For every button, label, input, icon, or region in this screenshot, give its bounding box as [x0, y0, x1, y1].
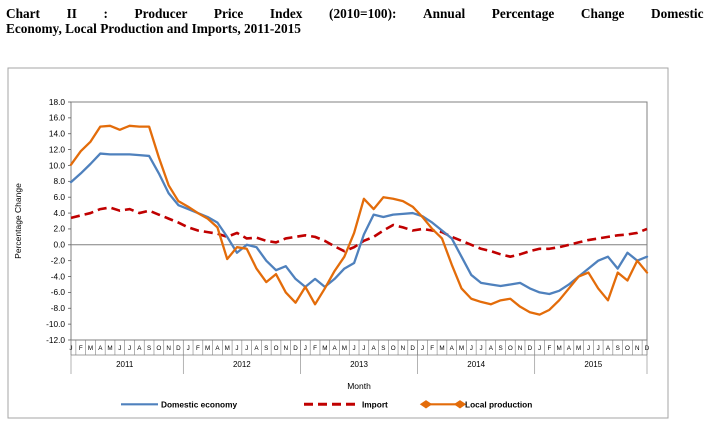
svg-text:O: O: [391, 345, 396, 352]
svg-text:2011: 2011: [116, 360, 134, 369]
svg-text:A: A: [372, 345, 377, 352]
svg-text:Percentage Change: Percentage Change: [13, 183, 23, 259]
svg-text:M: M: [439, 345, 444, 352]
svg-text:A: A: [450, 345, 455, 352]
svg-text:F: F: [313, 345, 317, 352]
svg-text:-10.0: -10.0: [46, 319, 65, 329]
svg-text:N: N: [166, 345, 171, 352]
svg-text:6.0: 6.0: [53, 192, 65, 202]
svg-text:A: A: [254, 345, 259, 352]
svg-text:J: J: [128, 345, 131, 352]
svg-text:-8.0: -8.0: [51, 303, 66, 313]
svg-text:J: J: [235, 345, 238, 352]
svg-text:2012: 2012: [233, 360, 251, 369]
svg-text:F: F: [430, 345, 434, 352]
svg-text:O: O: [156, 345, 161, 352]
svg-text:J: J: [587, 345, 590, 352]
svg-text:S: S: [381, 345, 385, 352]
svg-text:F: F: [196, 345, 200, 352]
svg-text:M: M: [459, 345, 464, 352]
svg-text:M: M: [322, 345, 327, 352]
svg-text:D: D: [410, 345, 415, 352]
svg-text:16.0: 16.0: [49, 113, 66, 123]
svg-text:2.0: 2.0: [53, 224, 65, 234]
svg-text:J: J: [538, 345, 541, 352]
svg-text:M: M: [225, 345, 230, 352]
svg-text:A: A: [606, 345, 611, 352]
svg-text:O: O: [274, 345, 279, 352]
svg-text:N: N: [635, 345, 640, 352]
svg-text:S: S: [616, 345, 620, 352]
svg-text:A: A: [137, 345, 142, 352]
svg-text:Domestic economy: Domestic economy: [161, 399, 237, 409]
svg-text:N: N: [401, 345, 406, 352]
svg-text:S: S: [147, 345, 151, 352]
svg-text:J: J: [421, 345, 424, 352]
svg-text:J: J: [187, 345, 190, 352]
svg-text:A: A: [332, 345, 337, 352]
svg-text:J: J: [118, 345, 121, 352]
svg-text:8.0: 8.0: [53, 176, 65, 186]
svg-text:J: J: [597, 345, 600, 352]
svg-text:10.0: 10.0: [49, 160, 66, 170]
svg-text:-4.0: -4.0: [51, 271, 66, 281]
svg-text:18.0: 18.0: [49, 97, 66, 107]
svg-text:12.0: 12.0: [49, 144, 66, 154]
svg-text:2014: 2014: [467, 360, 485, 369]
svg-text:-6.0: -6.0: [51, 287, 66, 297]
svg-text:Local production: Local production: [465, 399, 532, 409]
svg-text:S: S: [498, 345, 502, 352]
svg-text:D: D: [176, 345, 181, 352]
svg-text:M: M: [205, 345, 210, 352]
svg-text:N: N: [518, 345, 523, 352]
svg-text:F: F: [79, 345, 83, 352]
svg-text:2015: 2015: [584, 360, 602, 369]
svg-text:J: J: [479, 345, 482, 352]
svg-text:J: J: [304, 345, 307, 352]
svg-text:M: M: [342, 345, 347, 352]
svg-text:J: J: [245, 345, 248, 352]
svg-text:Month: Month: [347, 381, 371, 391]
svg-text:M: M: [576, 345, 581, 352]
svg-text:2013: 2013: [350, 360, 368, 369]
svg-text:M: M: [88, 345, 93, 352]
svg-text:4.0: 4.0: [53, 208, 65, 218]
svg-text:O: O: [508, 345, 513, 352]
svg-text:F: F: [547, 345, 551, 352]
svg-text:-2.0: -2.0: [51, 255, 66, 265]
svg-text:0.0: 0.0: [53, 240, 65, 250]
svg-text:M: M: [107, 345, 112, 352]
svg-text:N: N: [283, 345, 288, 352]
svg-text:A: A: [215, 345, 220, 352]
svg-text:A: A: [489, 345, 494, 352]
svg-text:S: S: [264, 345, 268, 352]
svg-text:A: A: [567, 345, 572, 352]
svg-text:Import: Import: [362, 399, 388, 409]
svg-text:D: D: [528, 345, 533, 352]
svg-text:J: J: [353, 345, 356, 352]
svg-text:A: A: [98, 345, 103, 352]
svg-text:-12.0: -12.0: [46, 335, 65, 345]
svg-text:M: M: [557, 345, 562, 352]
svg-text:O: O: [625, 345, 630, 352]
svg-text:J: J: [470, 345, 473, 352]
svg-text:14.0: 14.0: [49, 129, 66, 139]
svg-text:D: D: [293, 345, 298, 352]
svg-text:J: J: [362, 345, 365, 352]
